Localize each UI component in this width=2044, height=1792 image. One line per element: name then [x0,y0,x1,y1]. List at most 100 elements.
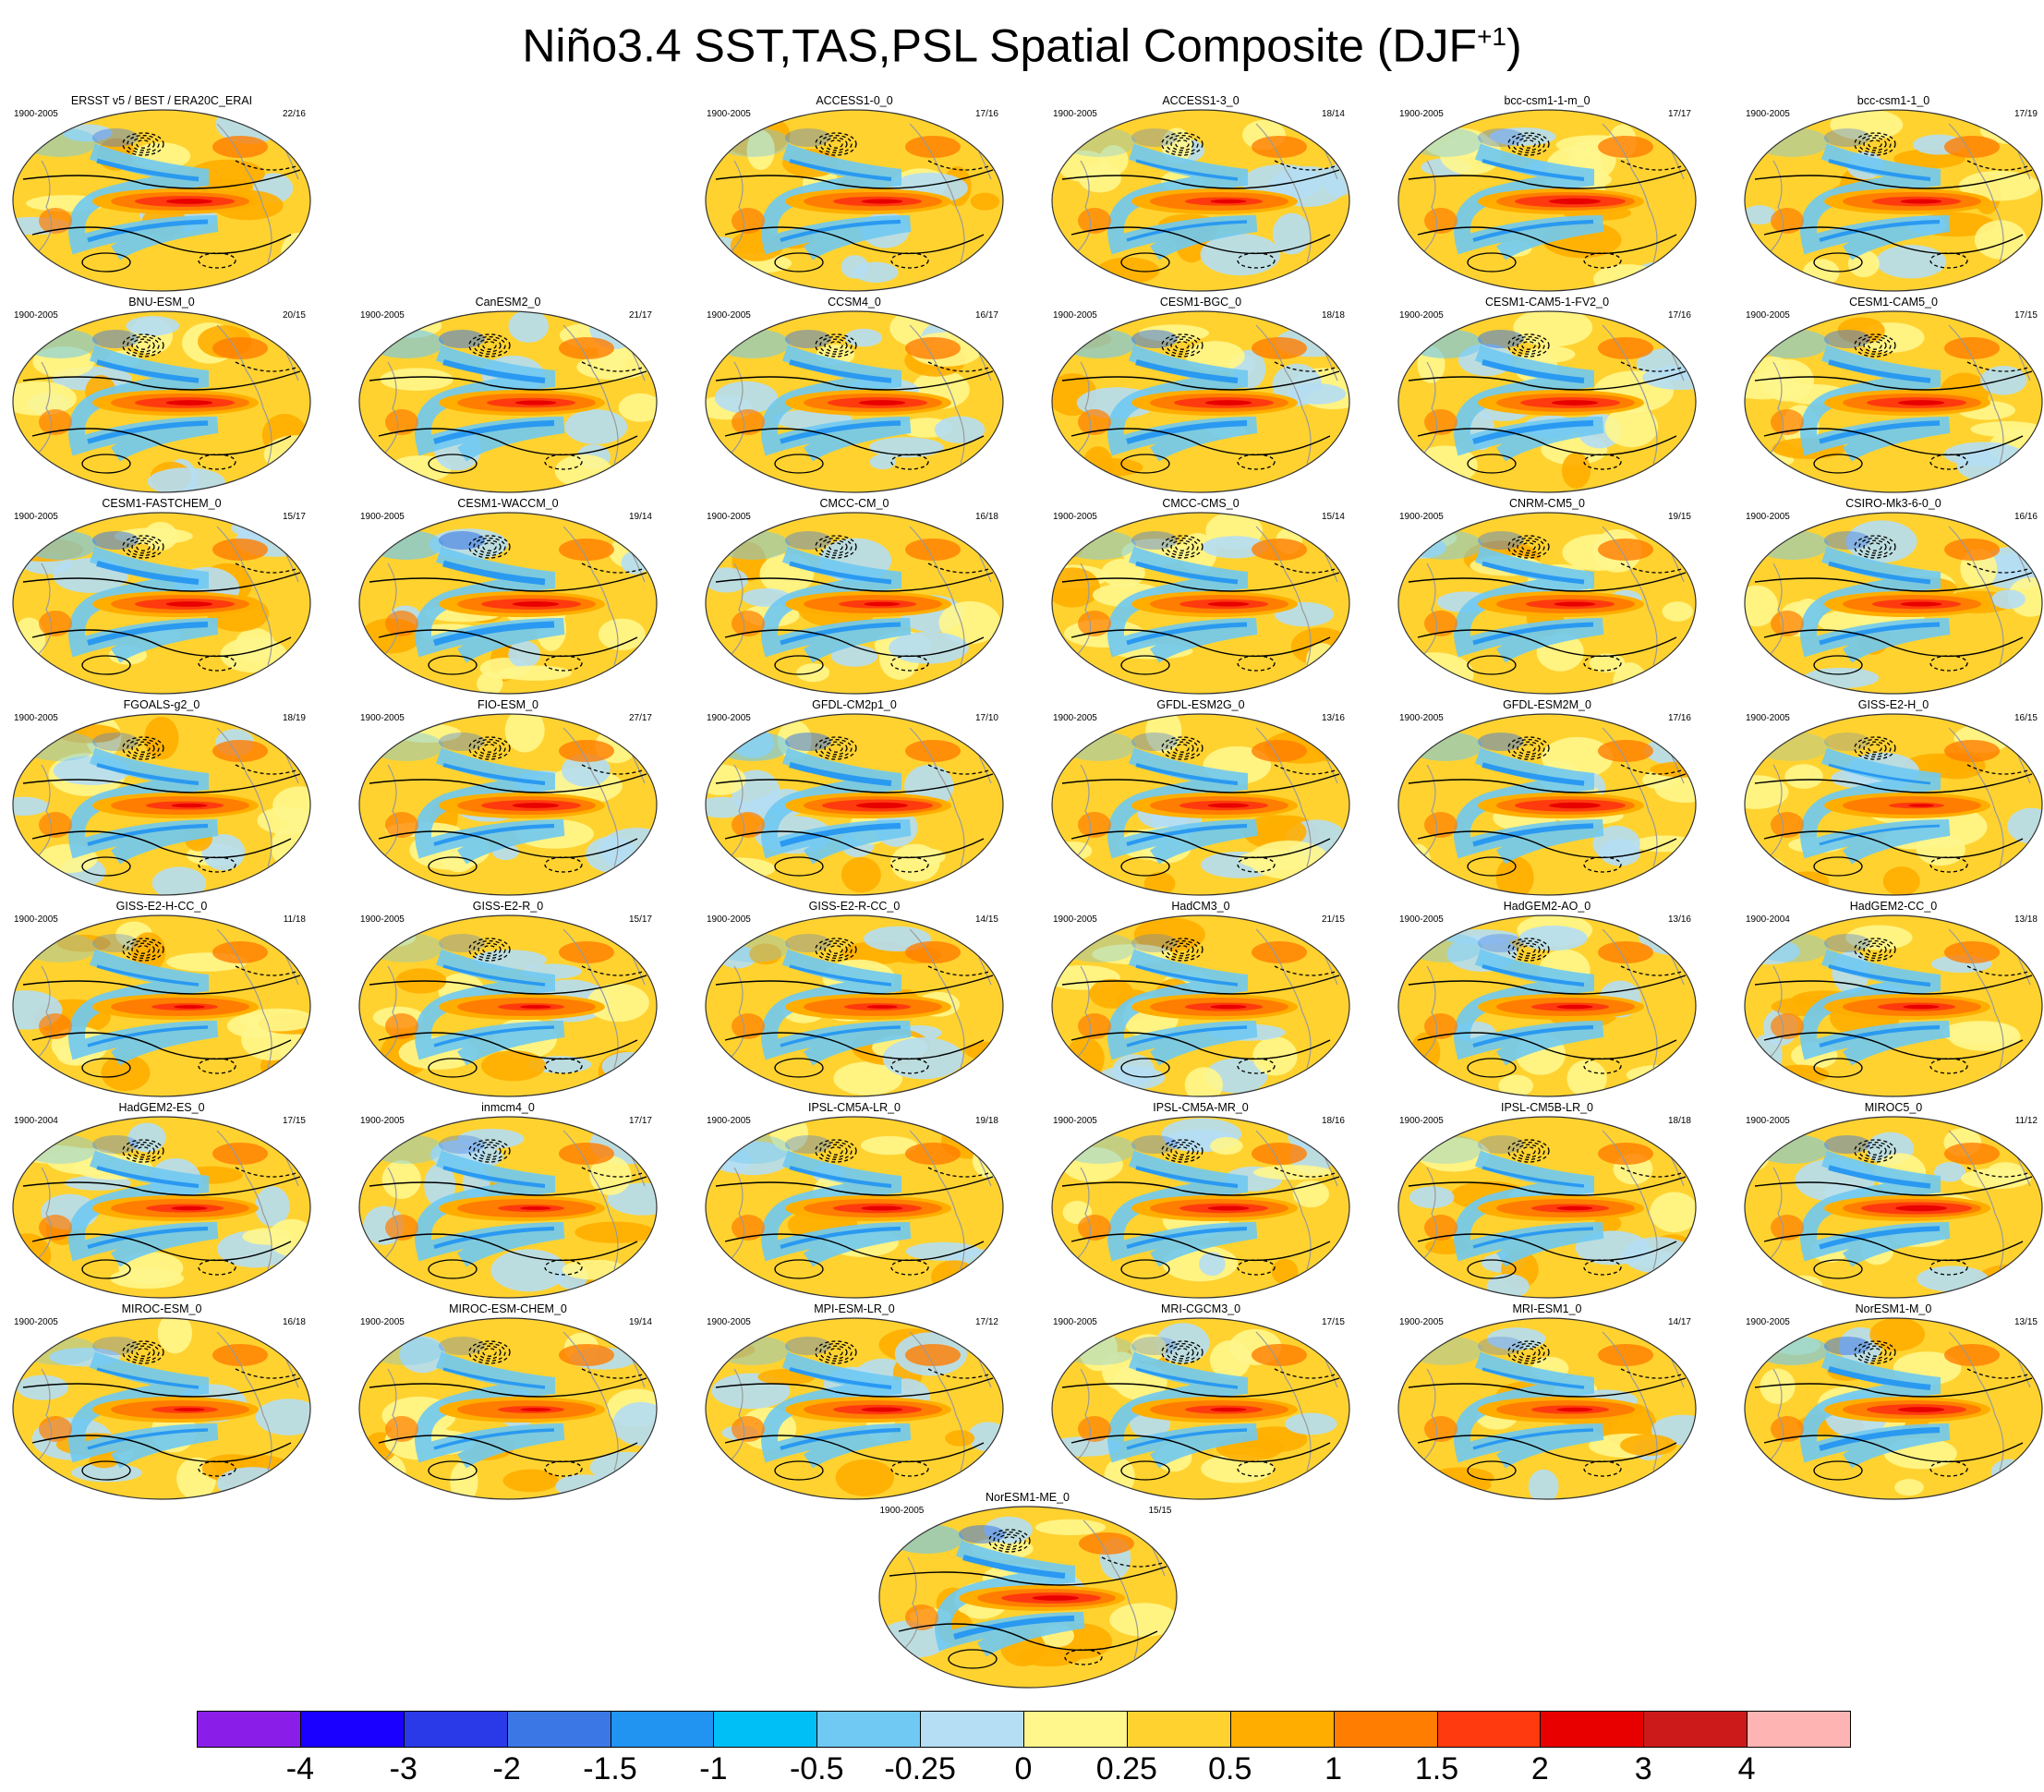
cool-horseshoe [415,345,565,462]
cool-core-south [87,621,209,647]
cool-core-south [432,621,555,647]
psl-contour-negative [1170,338,1194,353]
globe-outline [1397,1317,1697,1500]
psl-contour-negative [581,563,657,574]
cool-core-south [433,1428,555,1450]
psl-contour-negative [1512,939,1545,960]
psl-contour-positive [1408,169,1687,189]
psl-contour-negative [1274,361,1349,372]
anomaly-patch [480,1050,546,1082]
anomaly-patch [1184,1067,1223,1096]
anomaly-patch [564,409,628,444]
psl-contour-negative [131,539,155,554]
colorbar-labels: -4 -3 -2 -1.5 -1 -0.5 -0.25 0 0.25 0.5 1 1.5 2 3 4 [0,1751,2044,1792]
psl-contour-negative [127,738,160,758]
psl-contour-positive [22,1176,301,1196]
globe-outline [705,713,1004,896]
psl-contour-negative [544,655,583,672]
warm-north-america [1598,1344,1653,1366]
psl-contour-positive [1417,830,1677,859]
psl-contour-positive [1467,1058,1517,1078]
event-count-label: 16/15 [2014,713,2038,723]
psl-contour-positive [1120,454,1170,474]
psl-contour-positive [715,1377,994,1398]
psl-contour-positive [428,454,478,474]
psl-contour-negative [815,535,857,559]
warm-north-america [212,136,268,158]
model-name: IPSL-CM5B-LR_0 [1500,1101,1594,1114]
cool-horseshoe [1454,747,1604,865]
period-label: 1900-2005 [1399,914,1444,925]
anomaly-patch [1837,317,1885,345]
period-label: 1900-2005 [1399,512,1444,522]
cool-core-south [780,420,901,444]
anomaly-patch [1745,855,1787,887]
model-name: MIROC-ESM-CHEM_0 [449,1302,567,1315]
anomaly-patch [13,255,45,291]
globe-outline [1051,512,1350,695]
psl-contour-positive [774,1259,824,1279]
psl-contour-positive [724,226,985,255]
cool-core-north [96,1367,200,1389]
anomaly-patch [1654,772,1696,804]
globe-outline [1744,1317,2043,1500]
cool-core-north [442,560,546,586]
psl-contour-positive [724,1032,985,1060]
cool-north-pacific [785,330,831,348]
cool-northwest [716,933,790,963]
cool-core-south [1819,1226,1941,1250]
psl-contour-positive [1070,830,1331,859]
cool-core-south [1126,1226,1248,1250]
warm-tongue-peak [861,1407,903,1412]
globe-outline [358,512,658,695]
cool-north-pacific [1824,1337,1870,1355]
coastline [729,764,745,858]
cool-core-north [789,561,892,585]
cool-north-pacific [439,330,485,348]
psl-contour-negative [473,738,506,758]
period-label: 1900-2005 [1053,1116,1097,1126]
warm-maritime [39,208,72,234]
warm-north-america [559,337,614,359]
psl-contour-negative [819,939,853,960]
cool-core-north [96,158,200,182]
cool-core-north [442,964,546,987]
composite-map [705,310,1004,493]
warm-tongue-peak [1556,1205,1593,1211]
coastline [382,361,399,455]
psl-contour-negative [819,537,853,557]
globe-outline [358,914,658,1097]
anomaly-patch [1592,825,1640,862]
warm-maritime [1078,611,1111,636]
psl-contour-negative [1166,134,1199,154]
anomaly-patch [562,1259,627,1280]
warm-tongue-peak [512,601,560,607]
psl-contour-positive [1061,773,1340,793]
model-panel: bcc-csm1-1_0 1900-2005 17/19 [1736,92,2044,296]
colorbar-tick-label: 0.25 [1095,1751,1157,1786]
cool-core-south [780,1226,901,1250]
psl-contour-negative [1868,945,1882,954]
coastline [1075,160,1092,254]
coastline [1075,563,1092,657]
colorbar-swatch [1229,1711,1335,1748]
event-count-label: 21/15 [1321,914,1345,925]
period-label: 1900-2005 [1746,512,1790,522]
anomaly-patch [860,1135,918,1156]
warm-maritime [904,1604,938,1630]
model-name: bcc-csm1-1-m_0 [1504,94,1590,107]
cool-horseshoe [934,1540,1084,1657]
composite-map [1397,109,1697,292]
anomaly-patch [144,716,179,760]
anomaly-patch [1980,366,2027,395]
cool-horseshoe [761,345,912,462]
psl-contour-negative [1854,535,1896,559]
psl-contour-negative [1161,132,1203,156]
cool-core-south [1126,823,1248,847]
cool-horseshoe [1454,1150,1604,1267]
globe-outline [705,1317,1004,1500]
psl-contour-negative [1858,1342,1892,1362]
cool-north-pacific [92,531,139,550]
cool-north-pacific [958,1525,1005,1544]
model-name: CESM1-FASTCHEM_0 [102,497,222,510]
